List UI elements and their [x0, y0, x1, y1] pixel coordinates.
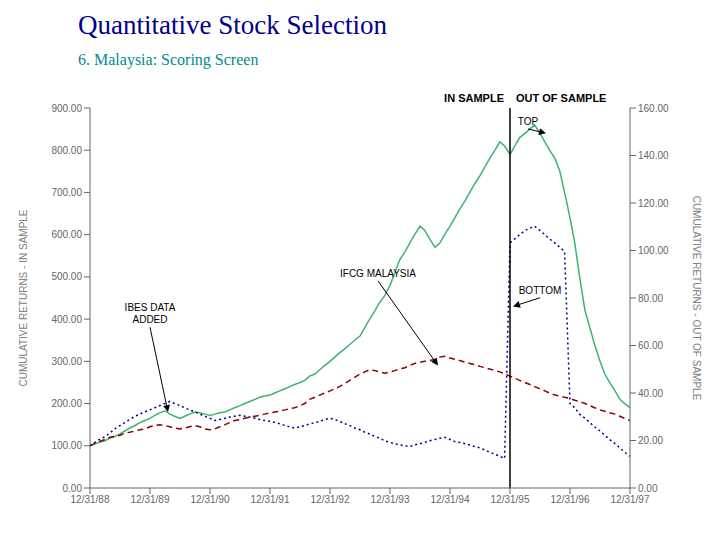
html-text:Quantitative Stock Selection: Quantitative Stock Selection	[78, 10, 387, 40]
svg-text:12/31/90: 12/31/90	[191, 494, 230, 505]
svg-text:12/31/94: 12/31/94	[431, 494, 470, 505]
svg-text:900.00: 900.00	[51, 103, 82, 114]
svg-text:CUMULATIVE RETURNS - IN SAMPLE: CUMULATIVE RETURNS - IN SAMPLE	[18, 209, 29, 386]
svg-text:12/31/97: 12/31/97	[611, 494, 650, 505]
svg-text:12/31/89: 12/31/89	[131, 494, 170, 505]
svg-text:IFCG MALAYSIA: IFCG MALAYSIA	[340, 268, 416, 279]
svg-text:12/31/92: 12/31/92	[311, 494, 350, 505]
svg-text:100.00: 100.00	[638, 245, 669, 256]
svg-text:500.00: 500.00	[51, 271, 82, 282]
svg-text:140.00: 140.00	[638, 150, 669, 161]
svg-text:60.00: 60.00	[638, 340, 663, 351]
svg-text:12/31/88: 12/31/88	[71, 494, 110, 505]
svg-text:IBES DATAADDED: IBES DATAADDED	[125, 302, 176, 325]
svg-text:800.00: 800.00	[51, 145, 82, 156]
svg-text:700.00: 700.00	[51, 187, 82, 198]
svg-text:400.00: 400.00	[51, 314, 82, 325]
svg-text:BOTTOM: BOTTOM	[519, 285, 562, 296]
svg-text:IN SAMPLE: IN SAMPLE	[444, 92, 504, 104]
svg-text:0.00: 0.00	[63, 483, 83, 494]
svg-text:OUT OF SAMPLE: OUT OF SAMPLE	[516, 92, 606, 104]
svg-text:600.00: 600.00	[51, 229, 82, 240]
svg-text:80.00: 80.00	[638, 293, 663, 304]
svg-text:12/31/95: 12/31/95	[491, 494, 530, 505]
svg-text:300.00: 300.00	[51, 356, 82, 367]
svg-text:100.00: 100.00	[51, 440, 82, 451]
svg-text:CUMULATIVE RETURNS - OUT OF SA: CUMULATIVE RETURNS - OUT OF SAMPLE	[691, 196, 702, 401]
svg-text:12/31/93: 12/31/93	[371, 494, 410, 505]
svg-text:12/31/91: 12/31/91	[251, 494, 290, 505]
svg-text:12/31/96: 12/31/96	[551, 494, 590, 505]
html-text:6. Malaysia: Scoring Screen: 6. Malaysia: Scoring Screen	[78, 51, 259, 68]
svg-text:0.00: 0.00	[638, 483, 658, 494]
svg-text:120.00: 120.00	[638, 198, 669, 209]
svg-text:40.00: 40.00	[638, 388, 663, 399]
svg-text:TOP: TOP	[518, 116, 539, 127]
svg-text:160.00: 160.00	[638, 103, 669, 114]
svg-text:200.00: 200.00	[51, 398, 82, 409]
svg-text:20.00: 20.00	[638, 435, 663, 446]
